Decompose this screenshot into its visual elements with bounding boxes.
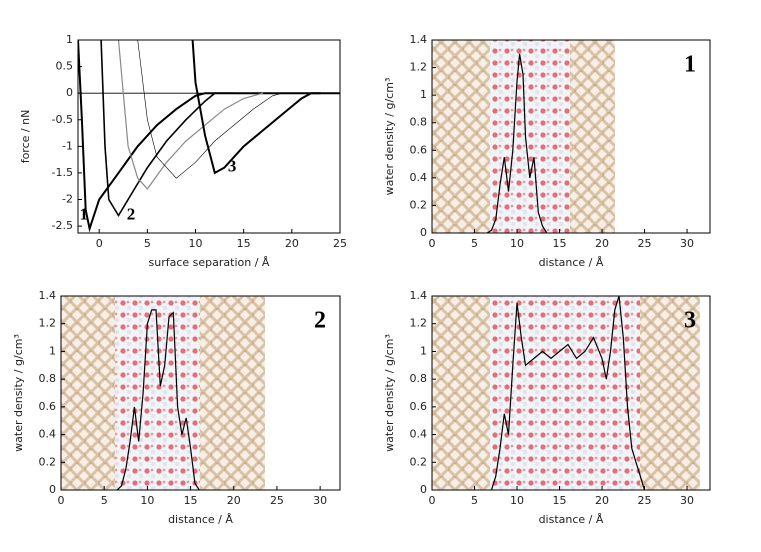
x-tick-label: 15	[184, 494, 198, 507]
data-line	[137, 40, 283, 179]
y-tick-label: 1	[66, 33, 73, 46]
plot-frame	[60, 295, 341, 491]
x-axis-label: distance / Å	[539, 256, 604, 269]
y-tick-label: -2	[62, 193, 73, 206]
molecular-background	[200, 296, 265, 490]
annotation: 3	[228, 157, 237, 176]
data-line	[490, 296, 646, 490]
panel-label: 2	[314, 308, 326, 334]
data-line	[117, 40, 264, 190]
x-tick-label: 25	[333, 237, 347, 250]
y-tick-label: 1.4	[410, 289, 428, 302]
annotation: 1	[80, 204, 89, 223]
y-tick-label: 1	[420, 344, 427, 357]
y-tick-label: 1.2	[410, 61, 428, 74]
x-tick-label: 0	[429, 494, 436, 507]
data-line	[116, 309, 200, 490]
x-tick-label: 25	[270, 494, 284, 507]
y-tick-label: 1.2	[410, 317, 428, 330]
x-tick-label: 10	[510, 494, 524, 507]
x-tick-label: 30	[680, 237, 694, 250]
x-tick-label: 10	[140, 494, 154, 507]
y-tick-label: 0.8	[410, 372, 428, 385]
y-tick-label: -1.5	[52, 166, 73, 179]
y-tick-label: 0	[66, 86, 73, 99]
x-tick-label: 30	[680, 494, 694, 507]
x-axis-label: distance / Å	[168, 513, 233, 526]
molecular-background	[61, 296, 115, 490]
x-tick-label: 20	[595, 237, 609, 250]
x-tick-label: 0	[96, 237, 103, 250]
x-tick-label: 25	[638, 494, 652, 507]
y-tick-label: -1	[62, 139, 73, 152]
x-tick-label: 0	[429, 237, 436, 250]
data-line	[78, 40, 321, 233]
y-tick-label: 0.6	[410, 143, 428, 156]
x-axis-label: surface separation / Å	[149, 256, 270, 269]
y-tick-label: 0.6	[39, 400, 57, 413]
x-tick-label: 5	[471, 237, 478, 250]
y-tick-label: 0.4	[410, 428, 428, 441]
y-tick-label: 0.4	[410, 171, 428, 184]
y-tick-label: 0	[49, 483, 56, 496]
annotation: 2	[127, 204, 136, 223]
y-tick-label: 0.2	[39, 455, 57, 468]
x-tick-label: 15	[553, 494, 567, 507]
x-tick-label: 0	[58, 494, 65, 507]
molecular-background	[115, 296, 200, 490]
molecular-background	[432, 40, 490, 233]
y-tick-label: 0.2	[410, 455, 428, 468]
data-line	[486, 53, 548, 233]
x-tick-label: 15	[237, 237, 251, 250]
panel-label: 3	[684, 308, 696, 334]
plot-frame	[431, 295, 711, 491]
y-tick-label: 0.2	[410, 198, 428, 211]
x-tick-label: 20	[227, 494, 241, 507]
y-tick-label: 1	[420, 88, 427, 101]
y-tick-label: 0.8	[410, 116, 428, 129]
x-tick-label: 20	[595, 494, 609, 507]
molecular-background	[640, 296, 700, 490]
y-tick-label: -2.5	[52, 219, 73, 232]
x-tick-label: 5	[144, 237, 151, 250]
y-axis-label: water density / g/cm³	[383, 78, 396, 196]
y-tick-label: 1.4	[39, 289, 57, 302]
y-tick-label: 0	[420, 226, 427, 239]
panel-label: 1	[684, 52, 696, 78]
y-tick-label: 0.4	[39, 428, 57, 441]
x-tick-label: 5	[471, 494, 478, 507]
plot-frame	[77, 39, 341, 234]
molecular-background	[432, 296, 490, 490]
molecular-background	[570, 40, 615, 233]
x-tick-label: 10	[189, 237, 203, 250]
molecular-background	[490, 40, 570, 233]
data-line	[191, 40, 340, 175]
x-tick-label: 10	[510, 237, 524, 250]
y-tick-label: -0.5	[52, 113, 73, 126]
y-axis-label: water density / g/cm³	[12, 334, 25, 452]
y-tick-label: 1.2	[39, 317, 57, 330]
y-tick-label: 0	[420, 483, 427, 496]
x-tick-label: 20	[285, 237, 299, 250]
y-axis-label: force / nN	[19, 110, 32, 164]
x-tick-label: 15	[553, 237, 567, 250]
plot-frame	[431, 39, 711, 234]
data-line	[100, 40, 234, 218]
y-tick-label: 1	[49, 344, 56, 357]
y-tick-label: 0.8	[39, 372, 57, 385]
x-tick-label: 5	[101, 494, 108, 507]
y-tick-label: 0.6	[410, 400, 428, 413]
y-axis-label: water density / g/cm³	[383, 334, 396, 452]
y-tick-label: 0.5	[56, 60, 74, 73]
y-tick-label: 1.4	[410, 33, 428, 46]
x-tick-label: 25	[638, 237, 652, 250]
molecular-background	[490, 296, 640, 490]
x-axis-label: distance / Å	[539, 513, 604, 526]
x-tick-label: 30	[313, 494, 327, 507]
